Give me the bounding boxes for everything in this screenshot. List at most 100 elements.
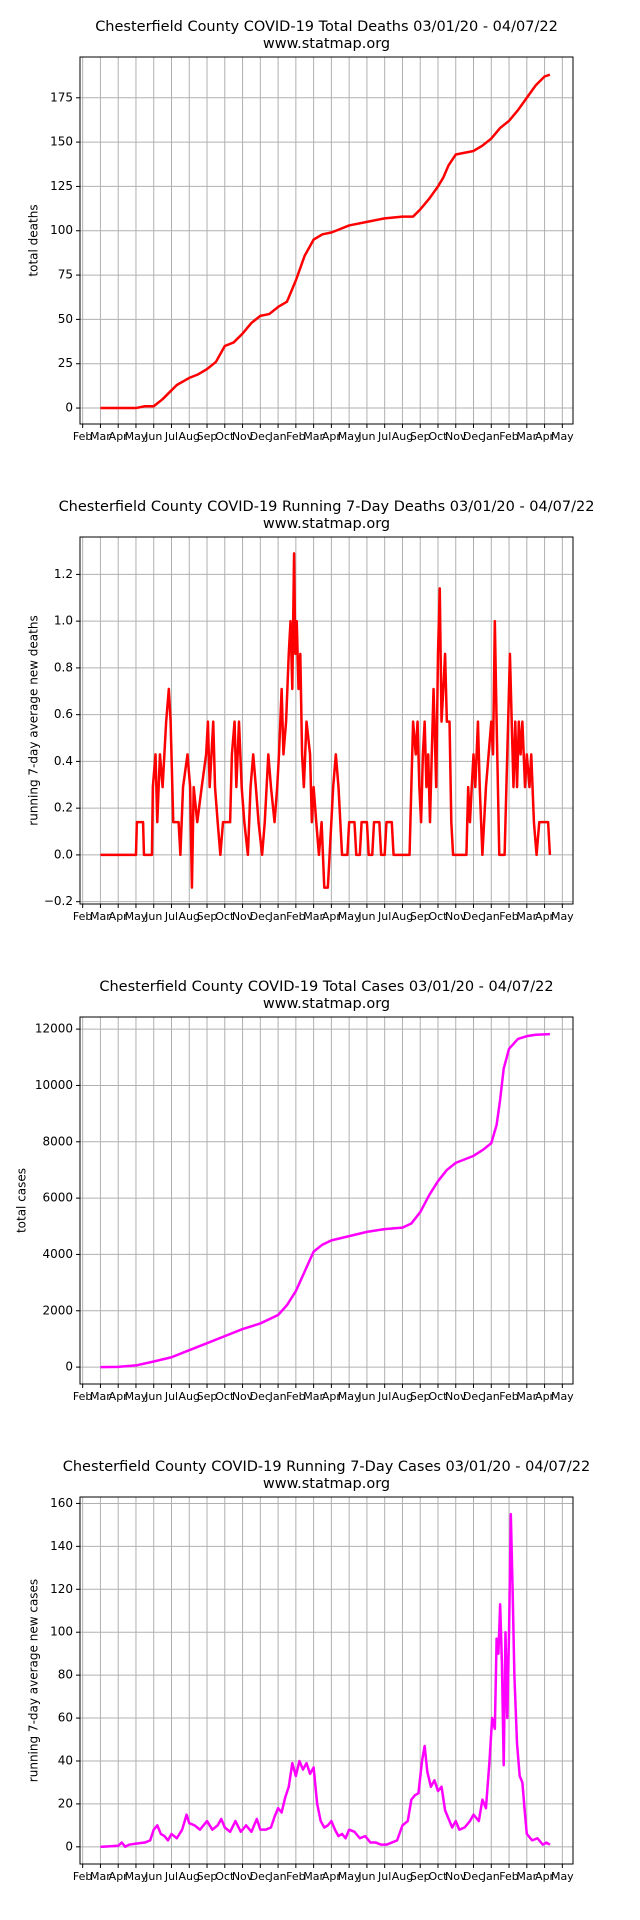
x-tick-label: Apr xyxy=(535,430,555,443)
x-tick-label: Apr xyxy=(322,430,342,443)
x-tick-label: Feb xyxy=(499,430,518,443)
x-tick-label: Jan xyxy=(269,1390,287,1403)
x-tick-label: Jul xyxy=(377,1870,391,1883)
y-axis-label: running 7-day average new cases xyxy=(27,1579,41,1782)
y-tick-label: 40 xyxy=(58,1753,73,1767)
x-tick-label: Feb xyxy=(286,910,305,923)
x-tick-label: Dec xyxy=(463,1390,484,1403)
x-tick-label: Feb xyxy=(286,1390,305,1403)
x-tick-label: Oct xyxy=(215,1870,235,1883)
x-tick-label: Dec xyxy=(250,430,271,443)
y-tick-label: 140 xyxy=(50,1539,73,1553)
x-tick-label: Nov xyxy=(232,1390,254,1403)
x-tick-label: Aug xyxy=(392,430,413,443)
plot-frame xyxy=(79,1016,574,1385)
x-tick-label: Oct xyxy=(215,1390,235,1403)
x-tick-label: Apr xyxy=(109,910,129,923)
y-tick-label: 175 xyxy=(50,90,73,104)
y-tick-label: 0.2 xyxy=(54,801,73,815)
x-tick-label: Jun xyxy=(357,1390,375,1403)
x-tick-label: Aug xyxy=(392,1870,413,1883)
y-axis-label: total cases xyxy=(15,1168,29,1233)
chart-panel: Chesterfield County COVID-19 Total Death… xyxy=(27,19,575,443)
x-tick-label: Sep xyxy=(410,910,431,923)
data-line xyxy=(100,552,552,889)
x-tick-label: Dec xyxy=(463,430,484,443)
y-axis-label: running 7-day average new deaths xyxy=(27,615,41,825)
x-tick-label: May xyxy=(551,1390,574,1403)
y-tick-label: 0.4 xyxy=(54,754,73,768)
chart-subtitle: www.statmap.org xyxy=(263,36,390,52)
x-tick-label: May xyxy=(338,1870,361,1883)
y-tick-label: −0.2 xyxy=(44,894,73,908)
x-tick-label: May xyxy=(125,910,148,923)
x-tick-label: May xyxy=(551,430,574,443)
x-tick-label: Apr xyxy=(535,910,555,923)
x-tick-label: Apr xyxy=(535,1870,555,1883)
x-tick-label: Jan xyxy=(482,1870,500,1883)
chart-title: Chesterfield County COVID-19 Running 7-D… xyxy=(59,499,595,515)
x-tick-label: Mar xyxy=(516,1870,537,1883)
x-tick-label: Feb xyxy=(73,910,92,923)
y-tick-label: 0.0 xyxy=(54,847,73,861)
x-tick-label: Apr xyxy=(109,430,129,443)
chart-subtitle: www.statmap.org xyxy=(263,996,390,1012)
y-tick-label: 0 xyxy=(65,1839,73,1853)
x-tick-label: Mar xyxy=(303,1870,324,1883)
x-tick-label: May xyxy=(338,910,361,923)
y-tick-label: 20 xyxy=(58,1796,73,1810)
x-tick-label: Nov xyxy=(445,910,467,923)
plot-frame xyxy=(79,1496,574,1865)
x-tick-label: Oct xyxy=(428,1390,448,1403)
x-tick-label: Aug xyxy=(179,1390,200,1403)
x-tick-label: Nov xyxy=(445,430,467,443)
y-tick-label: 0 xyxy=(65,1360,73,1374)
chart-panel: Chesterfield County COVID-19 Running 7-D… xyxy=(27,1459,591,1883)
y-tick-label: 4000 xyxy=(42,1247,73,1261)
x-tick-label: Nov xyxy=(445,1390,467,1403)
x-tick-label: Jun xyxy=(144,430,162,443)
y-tick-label: 125 xyxy=(50,179,73,193)
y-tick-label: 150 xyxy=(50,135,73,149)
x-tick-label: Jul xyxy=(377,910,391,923)
x-tick-label: Jul xyxy=(377,430,391,443)
x-tick-label: Mar xyxy=(516,430,537,443)
x-tick-label: Jan xyxy=(482,1390,500,1403)
x-tick-label: Mar xyxy=(90,430,111,443)
x-tick-label: Dec xyxy=(250,910,271,923)
y-tick-label: 2000 xyxy=(42,1303,73,1317)
x-tick-label: Aug xyxy=(179,430,200,443)
data-line xyxy=(100,1512,551,1849)
x-tick-label: Feb xyxy=(499,1870,518,1883)
x-tick-label: Jul xyxy=(377,1390,391,1403)
x-tick-label: Dec xyxy=(463,910,484,923)
x-tick-label: May xyxy=(338,430,361,443)
x-tick-label: Apr xyxy=(322,910,342,923)
x-tick-label: Apr xyxy=(109,1390,129,1403)
y-axis-label: total deaths xyxy=(27,204,41,276)
x-tick-label: Feb xyxy=(499,910,518,923)
x-tick-label: Nov xyxy=(232,430,254,443)
chart-subtitle: www.statmap.org xyxy=(263,516,390,532)
x-tick-label: Oct xyxy=(428,910,448,923)
x-tick-label: Sep xyxy=(410,1870,431,1883)
y-tick-label: 50 xyxy=(58,312,73,326)
x-tick-label: Jun xyxy=(144,1390,162,1403)
x-tick-label: Jan xyxy=(269,1870,287,1883)
chart-title: Chesterfield County COVID-19 Total Death… xyxy=(95,19,558,35)
x-tick-label: Oct xyxy=(215,910,235,923)
y-tick-label: 6000 xyxy=(42,1191,73,1205)
chart-title: Chesterfield County COVID-19 Running 7-D… xyxy=(63,1459,591,1475)
x-tick-label: Jan xyxy=(269,430,287,443)
x-tick-label: Dec xyxy=(463,1870,484,1883)
y-tick-label: 160 xyxy=(50,1496,73,1510)
x-tick-label: Mar xyxy=(303,430,324,443)
x-tick-label: Aug xyxy=(179,910,200,923)
x-tick-label: Mar xyxy=(516,1390,537,1403)
y-tick-label: 0.6 xyxy=(54,707,73,721)
y-tick-label: 80 xyxy=(58,1668,73,1682)
x-tick-label: Aug xyxy=(392,910,413,923)
x-tick-label: May xyxy=(125,430,148,443)
x-tick-label: Jun xyxy=(144,910,162,923)
